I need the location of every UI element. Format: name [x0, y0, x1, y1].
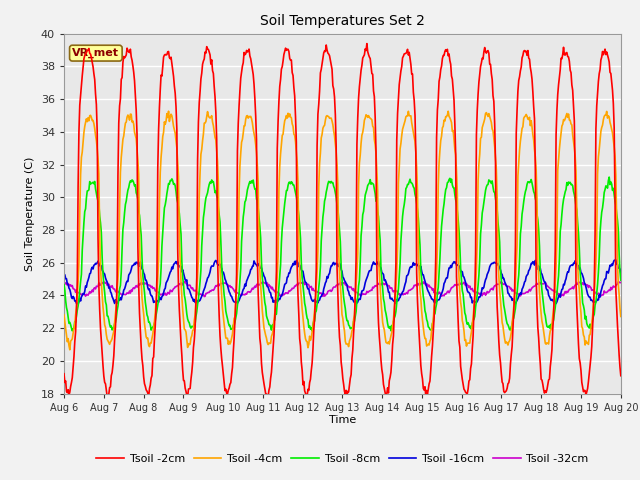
Line: Tsoil -32cm: Tsoil -32cm [64, 281, 621, 297]
Tsoil -2cm [76, 102, 84, 108]
Tsoil -16cm [566, 265, 573, 271]
Tsoil -32cm [60, 280, 68, 286]
Tsoil -4cm [566, 118, 574, 123]
Tsoil -16cm [612, 257, 620, 263]
Tsoil -16cm [209, 263, 216, 269]
Title: Soil Temperatures Set 2: Soil Temperatures Set 2 [260, 14, 425, 28]
Tsoil -16cm [150, 298, 158, 304]
Tsoil -4cm [531, 147, 538, 153]
Tsoil -32cm [244, 289, 252, 295]
Tsoil -32cm [76, 290, 84, 296]
Tsoil -2cm [242, 51, 250, 57]
Tsoil -8cm [308, 328, 316, 334]
Line: Tsoil -8cm: Tsoil -8cm [64, 177, 621, 331]
Tsoil -16cm [511, 301, 518, 307]
Tsoil -2cm [150, 336, 158, 342]
Tsoil -4cm [60, 312, 68, 318]
Text: VR_met: VR_met [72, 48, 119, 58]
Tsoil -2cm [363, 41, 371, 47]
X-axis label: Time: Time [329, 415, 356, 425]
Tsoil -8cm [530, 189, 538, 194]
Legend: Tsoil -2cm, Tsoil -4cm, Tsoil -8cm, Tsoil -16cm, Tsoil -32cm: Tsoil -2cm, Tsoil -4cm, Tsoil -8cm, Tsoi… [92, 450, 593, 468]
Tsoil -32cm [181, 278, 189, 284]
Line: Tsoil -2cm: Tsoil -2cm [64, 44, 621, 397]
Tsoil -16cm [60, 271, 68, 277]
Tsoil -2cm [566, 67, 574, 73]
Tsoil -8cm [605, 174, 613, 180]
Tsoil -2cm [531, 116, 538, 121]
Tsoil -4cm [152, 310, 159, 316]
Line: Tsoil -4cm: Tsoil -4cm [64, 111, 621, 350]
Tsoil -32cm [211, 286, 218, 292]
Tsoil -16cm [76, 295, 84, 301]
Tsoil -2cm [60, 371, 68, 377]
Tsoil -2cm [617, 373, 625, 379]
Tsoil -4cm [66, 347, 74, 353]
Tsoil -4cm [244, 113, 252, 119]
Tsoil -32cm [150, 286, 158, 291]
Tsoil -4cm [211, 129, 218, 134]
Tsoil -16cm [242, 283, 250, 289]
Line: Tsoil -16cm: Tsoil -16cm [64, 260, 621, 304]
Tsoil -2cm [209, 68, 216, 73]
Tsoil -4cm [77, 172, 84, 178]
Tsoil -16cm [530, 259, 538, 265]
Tsoil -8cm [209, 179, 216, 185]
Tsoil -4cm [164, 108, 172, 114]
Tsoil -8cm [617, 277, 625, 283]
Tsoil -32cm [617, 280, 625, 286]
Tsoil -8cm [60, 282, 68, 288]
Tsoil -4cm [617, 313, 625, 319]
Tsoil -2cm [382, 394, 390, 400]
Tsoil -8cm [566, 180, 573, 186]
Y-axis label: Soil Temperature (C): Soil Temperature (C) [25, 156, 35, 271]
Tsoil -32cm [200, 294, 208, 300]
Tsoil -8cm [242, 197, 250, 203]
Tsoil -32cm [531, 283, 538, 289]
Tsoil -32cm [566, 286, 574, 292]
Tsoil -8cm [76, 287, 84, 293]
Tsoil -16cm [617, 270, 625, 276]
Tsoil -8cm [150, 320, 158, 326]
